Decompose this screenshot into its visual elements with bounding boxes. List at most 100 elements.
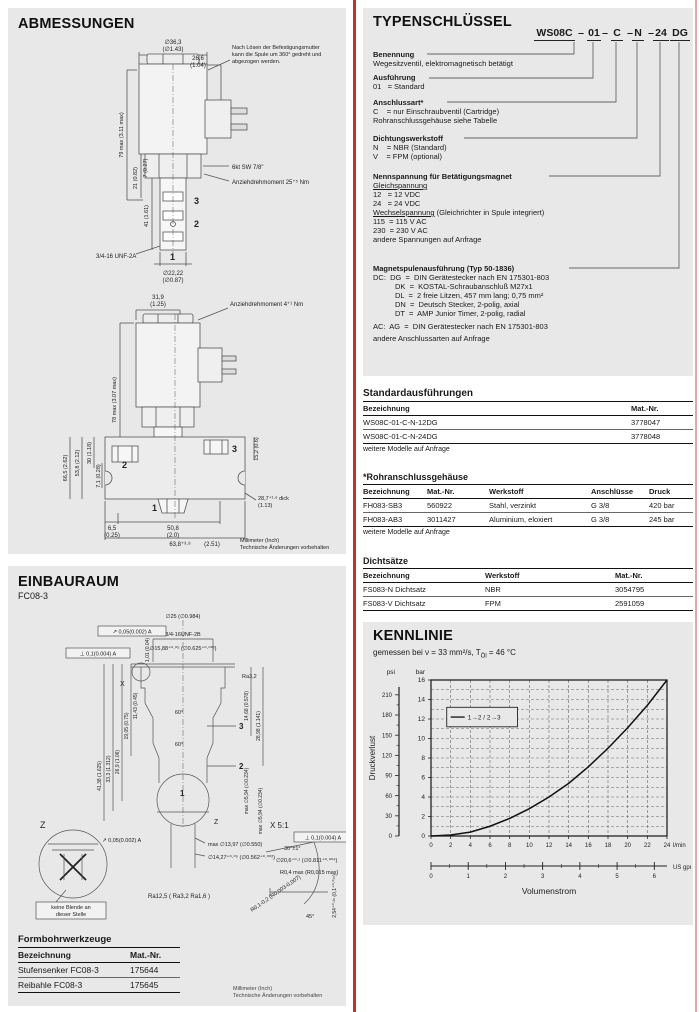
- standardausfuehrungen-table: Standardausführungen Bezeichnung Mat.-Nr.…: [363, 388, 693, 453]
- valve-side-view: [69, 307, 257, 540]
- dim-label: 2,54⁺⁰·³⁸ (0,1⁺⁰·⁰¹⁵): [332, 874, 338, 918]
- x-tick-label: 18: [605, 843, 612, 849]
- abmessungen-panel: ABMESSUNGEN: [8, 8, 346, 554]
- psi-tick-label: 30: [385, 814, 392, 820]
- dim-label: (1.13): [258, 503, 273, 509]
- table-row: WS08C-01-C-N-12DG 3778047: [363, 416, 693, 430]
- x-tick-label: 8: [508, 843, 512, 849]
- units-footnote: Millimeter (Inch): [233, 986, 273, 992]
- table-cell: 3778047: [631, 418, 661, 427]
- table-cell: Anschlüsse: [591, 487, 634, 496]
- cavity-geometry: [35, 620, 346, 920]
- table-cell: 3011427: [427, 515, 456, 524]
- x-tick-label: 24: [664, 843, 671, 849]
- gdt-frame: ⊥ 0,1(0.004) A: [305, 836, 342, 842]
- gpm-tick-label: 2: [504, 874, 508, 880]
- port-2-label: 2: [194, 219, 199, 229]
- table-cell: 175645: [130, 980, 159, 990]
- dim-label: 21 (0.82): [133, 167, 139, 189]
- gpm-tick-label: 5: [615, 874, 619, 880]
- gpm-tick-label: 3: [541, 874, 545, 880]
- table-cell: 175644: [130, 965, 159, 975]
- typenschluessel-title: TYPENSCHLÜSSEL: [373, 14, 512, 30]
- psi-tick-label: 150: [382, 733, 393, 739]
- angle-label: 60°: [175, 710, 183, 716]
- port-1-label: 1: [180, 789, 185, 798]
- port-1-label: 1: [170, 252, 175, 262]
- table-note: weitere Modelle auf Anfrage: [363, 529, 450, 536]
- dim-label: 14,68 (0.578): [244, 691, 250, 721]
- column-divider-line: [353, 0, 356, 1012]
- cavity-code: FC08-3: [18, 591, 49, 601]
- port-3-label: 3: [232, 444, 237, 454]
- section-title: Dichtungswerkstoff: [373, 134, 444, 143]
- table-cell: 420 bar: [649, 501, 675, 510]
- table-cell: 3778048: [631, 432, 661, 441]
- dim-label: ∅20,6⁺⁰·¹ (∅0.811⁺⁰·⁰⁰⁴): [276, 857, 337, 864]
- cond-post: = 46 °C: [486, 648, 516, 657]
- table-cell: Reibahle FC08-3: [18, 980, 83, 990]
- order-code-separator: –: [602, 27, 608, 39]
- table-cell: Werkstoff: [485, 571, 520, 580]
- einbauraum-title: EINBAURAUM: [18, 574, 120, 590]
- table-cell: Druck: [649, 487, 671, 496]
- x-tick-label: 20: [624, 843, 631, 849]
- dim-label: 63,8⁺³·⁸: [169, 541, 191, 548]
- section-text: 24 = 24 VDC: [373, 199, 421, 208]
- order-code-token: 24: [653, 27, 669, 41]
- section-text: DT = AMP Junior Timer, 2-polig, radial: [395, 309, 526, 318]
- kennlinie-title: KENNLINIE: [373, 628, 453, 644]
- y-axis-title: Druckverlust: [368, 735, 377, 780]
- order-code-separator: –: [627, 27, 633, 39]
- dim-label: (1.25): [150, 302, 166, 308]
- note-line: keine Blende an: [51, 905, 90, 911]
- x-tick-label: 2: [449, 843, 453, 849]
- x-tick-label: 4: [469, 843, 473, 849]
- section-title: Nennspannung für Betätigungsmagnet: [373, 172, 512, 181]
- table-row: FH083-SB3 560922 Stahl, verzinkt G 3/8 420 b…: [363, 499, 693, 513]
- section-title: Anschlussart*: [373, 98, 424, 107]
- section-text: N = NBR (Standard): [373, 143, 447, 152]
- section-text: AC: AG = DIN Gerätestecker nach EN 17530…: [373, 322, 548, 331]
- port-2-label: 2: [239, 762, 244, 771]
- dim-label: 26,6: [192, 56, 204, 62]
- changes-footnote: Technische Änderungen vorbehalten: [240, 544, 329, 551]
- psi-unit-label: psi: [387, 669, 395, 676]
- dim-label: 30 (1.18): [87, 442, 93, 464]
- section-text: Rohranschlussgehäuse siehe Tabelle: [373, 116, 498, 125]
- table-cell: 2591059: [615, 599, 645, 608]
- rohranschlussgehaeuse-table: *Rohranschlussgehäuse Bezeichnung Mat.-Nr…: [363, 472, 693, 536]
- table-title: Standardausführungen: [363, 388, 693, 402]
- x-tick-label: 12: [546, 843, 553, 849]
- section-subtitle: Gleichspannung: [373, 181, 428, 190]
- table-cell: Mat.-Nr.: [615, 571, 643, 580]
- thread-label: 3/4-16 UNF-2A: [96, 254, 136, 260]
- dim-label: 79 max (3.11 max): [119, 112, 125, 158]
- y-unit-label: bar: [416, 669, 426, 676]
- port-3-label: 3: [194, 196, 199, 206]
- psi-tick-label: 210: [382, 693, 393, 699]
- surface-finish-note: Ra12,5 ( Ra3,2 Ra1,6 ): [148, 894, 210, 900]
- order-code: WS08C 01 C N 24 DG – – – –: [363, 27, 693, 41]
- dim-label: 41 (1.61): [144, 205, 150, 227]
- section-text: DN = Deutsch Stecker, 2-polig, axial: [395, 300, 520, 309]
- table-cell: FPM: [485, 599, 501, 608]
- port-2-label: 2: [122, 460, 127, 470]
- dichtsaetze-table: Dichtsätze Bezeichnung Werkstoff Mat.-Nr. F…: [363, 556, 693, 611]
- gpm-unit-label: US gpm: [673, 865, 691, 871]
- cond-sub: Öl: [480, 653, 487, 660]
- note-line: Nach Lösen der Befestigungsmutter: [232, 45, 320, 51]
- dim-label: 33,3 (1.312): [106, 755, 112, 782]
- order-code-token: WS08C: [534, 27, 575, 41]
- dim-label: ∅22,22: [163, 270, 184, 277]
- table-cell: FS083-N Dichtsatz: [363, 585, 426, 594]
- dim-label: 28,7⁺¹·⁶ dick: [258, 495, 289, 502]
- angle-label: 45°: [306, 914, 314, 920]
- einbauraum-panel: EINBAURAUM FC08-3: [8, 566, 346, 1006]
- pressure-flow-chart: 0 2 4 6 8 10 12 14 16 18 20 22 24 l/min0246810121416b…: [368, 669, 691, 896]
- dim-label: R0,1-0,2 (R0,003-0,007): [250, 874, 302, 913]
- measurement-conditions: gemessen bei ν = 33 mm²/s, TÖl = 46 °C: [373, 648, 516, 662]
- table-cell: Bezeichnung: [363, 571, 410, 580]
- table-cell: G 3/8: [591, 501, 610, 510]
- y-tick-label: 6: [421, 775, 425, 782]
